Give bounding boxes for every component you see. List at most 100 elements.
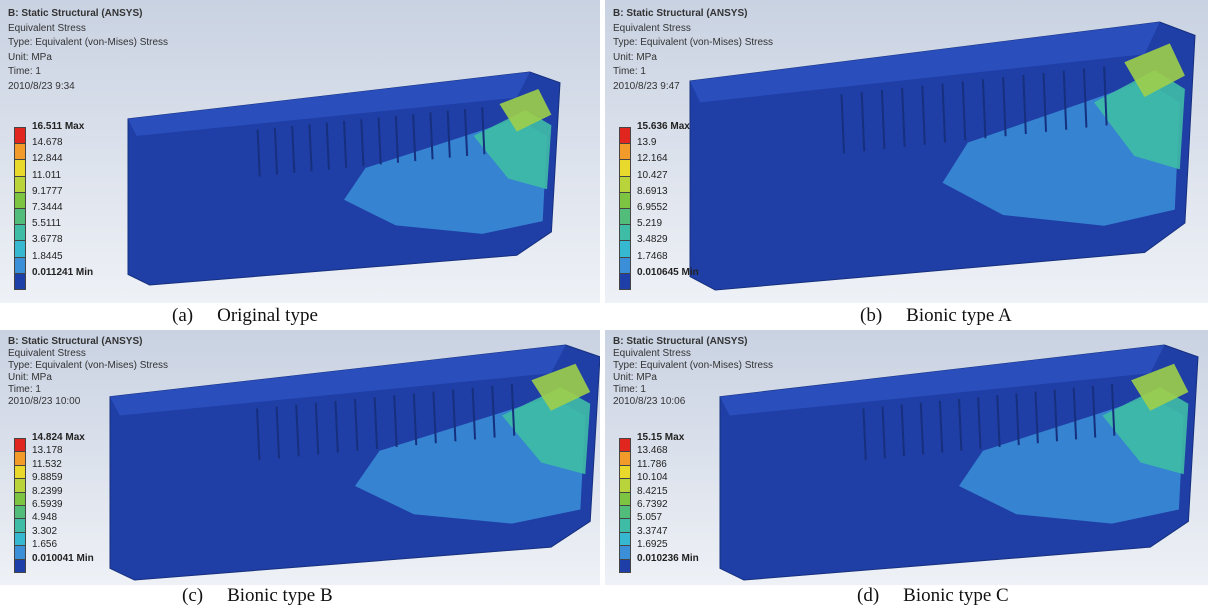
caption: (d) Bionic type C [857,585,1033,607]
caption-name: Bionic type A [906,305,1012,326]
legend-label: 12.164 [637,153,668,164]
legend-label: 11.011 [32,170,61,181]
legend-swatch [14,559,26,573]
legend-label: 3.4829 [637,234,668,245]
caption: (a) Original type [172,305,342,327]
legend-swatch [619,465,631,479]
figure: B: Static Structural (ANSYS)Equivalent S… [0,0,1208,612]
legend-label: 1.656 [32,539,57,550]
legend-swatch [619,478,631,492]
caption-label: (d) [857,585,879,606]
legend-swatch [14,127,26,144]
legend-label: 6.9552 [637,202,668,213]
legend-label: 13.9 [637,137,656,148]
legend-swatch [14,257,26,274]
legend-swatch [619,492,631,506]
caption-name: Original type [217,305,318,326]
legend-label: 1.8445 [32,251,63,262]
legend-swatch [619,143,631,160]
legend-label: 9.1777 [32,186,63,197]
caption-name: Bionic type C [903,585,1009,606]
legend-label: 3.302 [32,526,57,537]
header-line: Time: 1 [8,384,41,395]
header-line: Equivalent Stress [8,23,86,34]
legend-label: 8.4215 [637,486,668,497]
legend-swatch [14,518,26,532]
legend-swatch [14,545,26,559]
legend-label: 11.786 [637,459,667,470]
legend-swatch [14,478,26,492]
legend-swatch [619,176,631,193]
legend-swatch [619,273,631,290]
header-line: Equivalent Stress [8,348,86,359]
legend-label: 9.8859 [32,472,63,483]
legend-label: 15.15 Max [637,432,684,443]
legend-label: 0.010236 Min [637,553,699,564]
legend-swatch [619,518,631,532]
header-line: Unit: MPa [613,52,657,63]
legend-label: 6.7392 [637,499,668,510]
legend-label: 0.010645 Min [637,267,699,278]
legend-label: 8.2399 [32,486,63,497]
header-line: B: Static Structural (ANSYS) [8,336,142,347]
header-line: Equivalent Stress [613,348,691,359]
legend-label: 5.057 [637,512,662,523]
legend-swatch [619,559,631,573]
result-panel: B: Static Structural (ANSYS)Equivalent S… [605,0,1208,303]
header-line: 2010/8/23 9:47 [613,81,680,92]
legend-label: 13.178 [32,445,63,456]
caption: (c)Bionic type B [182,585,357,607]
legend-label: 3.6778 [32,234,63,245]
header-line: Type: Equivalent (von-Mises) Stress [8,37,168,48]
legend-swatch [619,208,631,225]
caption: (b)Bionic type A [860,305,1036,327]
header-line: 2010/8/23 9:34 [8,81,75,92]
legend-label: 16.511 Max [32,121,84,132]
legend-swatch [14,240,26,257]
header-line: 2010/8/23 10:00 [8,396,80,407]
legend-label: 5.219 [637,218,662,229]
legend-swatch [14,451,26,465]
legend-swatch [14,192,26,209]
legend-label: 10.104 [637,472,668,483]
legend-label: 14.678 [32,137,63,148]
legend-swatch [14,465,26,479]
legend-swatch [619,545,631,559]
legend-swatch [619,438,631,452]
legend-label: 10.427 [637,170,668,181]
legend-label: 0.011241 Min [32,267,93,278]
legend-label: 5.5111 [32,218,61,229]
legend-label: 1.7468 [637,251,668,262]
legend-swatch [619,240,631,257]
legend-label: 12.844 [32,153,63,164]
legend-swatch [14,438,26,452]
header-line: 2010/8/23 10:06 [613,396,685,407]
legend-swatch [619,257,631,274]
legend-label: 13.468 [637,445,668,456]
legend-label: 11.532 [32,459,62,470]
header-line: Time: 1 [8,66,41,77]
header-line: B: Static Structural (ANSYS) [8,8,142,19]
legend-swatch [619,159,631,176]
legend-label: 3.3747 [637,526,668,537]
caption-label: (c) [182,585,203,606]
legend-swatch [14,532,26,546]
result-panel: B: Static Structural (ANSYS)Equivalent S… [605,330,1208,585]
header-line: Time: 1 [613,66,646,77]
header-line: Type: Equivalent (von-Mises) Stress [613,360,773,371]
legend-swatch [14,143,26,160]
legend-label: 7.3444 [32,202,63,213]
header-line: Equivalent Stress [613,23,691,34]
legend-swatch [619,532,631,546]
header-line: Unit: MPa [8,52,52,63]
header-line: Unit: MPa [8,372,52,383]
header-line: Type: Equivalent (von-Mises) Stress [8,360,168,371]
legend-swatch [14,273,26,290]
legend-swatch [619,451,631,465]
legend-swatch [14,208,26,225]
legend-swatch [619,224,631,241]
caption-label: (a) [172,305,193,326]
legend-label: 6.5939 [32,499,63,510]
legend-label: 15.636 Max [637,121,690,132]
legend-swatch [14,505,26,519]
